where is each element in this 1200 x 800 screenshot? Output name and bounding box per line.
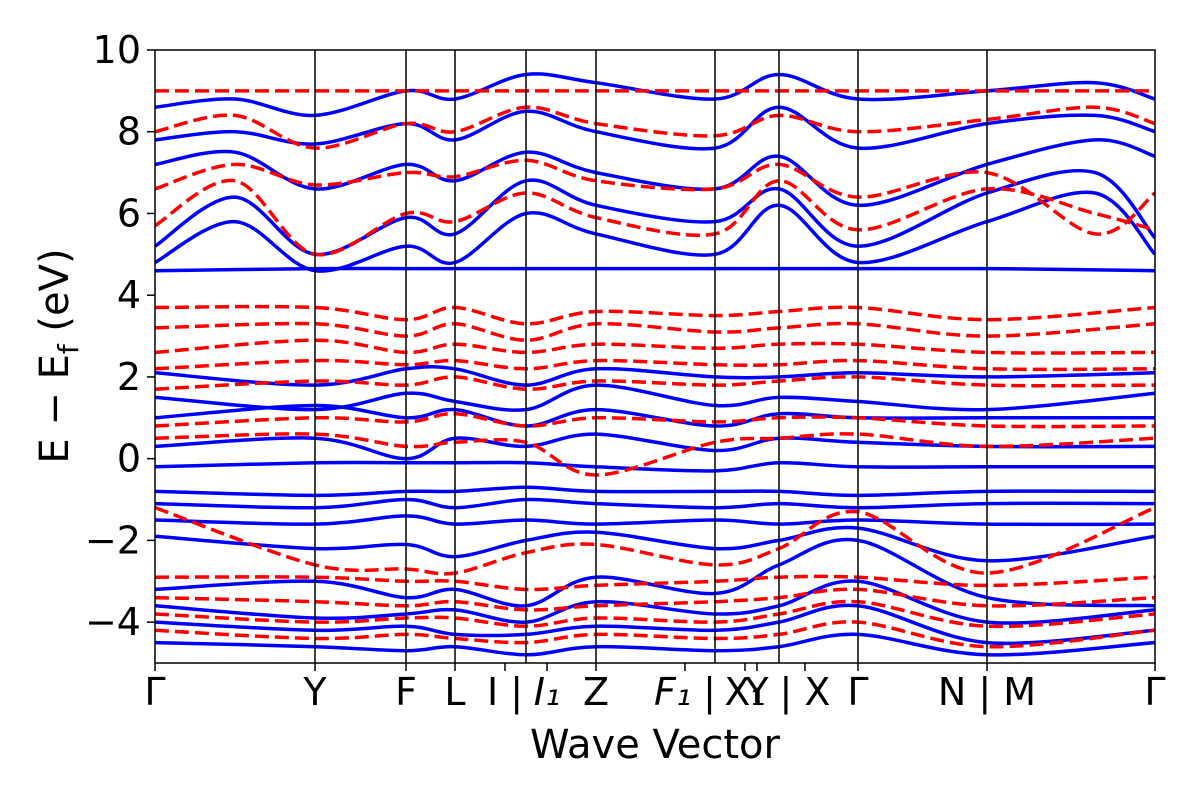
x-tick-label-13: Γ (1144, 670, 1165, 714)
red-band-13 (155, 587, 1155, 612)
red-band-6 (155, 338, 1155, 355)
red-band-10 (155, 432, 1155, 477)
red-band-7 (155, 358, 1155, 372)
red-band-8 (155, 375, 1155, 391)
axes-frame (154, 49, 1156, 664)
y-tick-label-2: 0 (117, 437, 141, 481)
red-band-2 (155, 158, 1155, 236)
blue-bands-group (155, 72, 1155, 657)
red-band-9 (155, 411, 1155, 429)
blue-band-18 (155, 632, 1155, 657)
y-tick-label-5: 6 (117, 191, 141, 235)
red-band-11 (155, 506, 1155, 576)
y-axis-ticks: −4 −2 0 2 4 6 8 10 (85, 28, 155, 644)
x-tick-label-12: N | M (938, 670, 1036, 715)
blue-band-7 (155, 383, 1155, 412)
y-tick-label-3: 2 (117, 355, 141, 399)
x-tick-label-9: Y (744, 670, 769, 714)
y-tick-label-1: −2 (85, 518, 141, 562)
y-tick-label-6: 8 (117, 110, 141, 154)
x-tick-label-4: I | (487, 670, 523, 715)
x-tick-label-3: L (444, 670, 465, 714)
kpoint-vertical-lines (314, 50, 988, 663)
blue-band-11 (155, 485, 1155, 498)
blue-band-17 (155, 603, 1155, 646)
x-tick-label-10: | X (780, 670, 831, 715)
x-tick-label-7: F₁ | (654, 670, 716, 715)
blue-band-6 (155, 364, 1155, 387)
x-tick-label-5: I₁ (534, 670, 560, 714)
blue-band-14 (155, 525, 1155, 563)
blue-band-3 (155, 138, 1155, 208)
blue-band-10 (155, 460, 1155, 473)
red-band-12 (155, 574, 1155, 592)
y-axis-title-unit: (eV) (32, 248, 78, 344)
x-tick-label-6: Z (583, 670, 609, 714)
x-tick-label-11: Γ (847, 670, 868, 714)
y-tick-label-4: 4 (117, 273, 141, 317)
y-axis-title-main: E − E (32, 354, 78, 464)
blue-band-12 (155, 497, 1155, 510)
blue-band-13 (155, 514, 1155, 527)
y-axis-title-subscript: f (52, 343, 85, 354)
blue-band-5 (155, 72, 1155, 118)
red-band-15 (155, 620, 1155, 649)
x-tick-label-0: Γ (144, 670, 165, 714)
blue-band-8 (155, 403, 1155, 428)
blue-band-9 (155, 432, 1155, 461)
red-band-5 (155, 321, 1155, 342)
x-tick-label-2: F (395, 670, 417, 714)
y-axis-title: E − Ef (eV) (32, 248, 85, 463)
red-band-1 (155, 178, 1155, 257)
red-bands-group (155, 89, 1155, 649)
x-tick-label-1: Y (302, 670, 327, 714)
x-tick-label-8: X₁ (724, 670, 765, 714)
y-tick-label-7: 10 (93, 28, 141, 72)
blue-band-0 (155, 266, 1155, 273)
blue-band-15 (155, 537, 1155, 608)
y-tick-label-0: −4 (85, 600, 141, 644)
red-band-14 (155, 599, 1155, 629)
blue-band-16 (155, 579, 1155, 625)
x-axis-title: Wave Vector (530, 722, 781, 768)
red-band-4 (155, 304, 1155, 326)
